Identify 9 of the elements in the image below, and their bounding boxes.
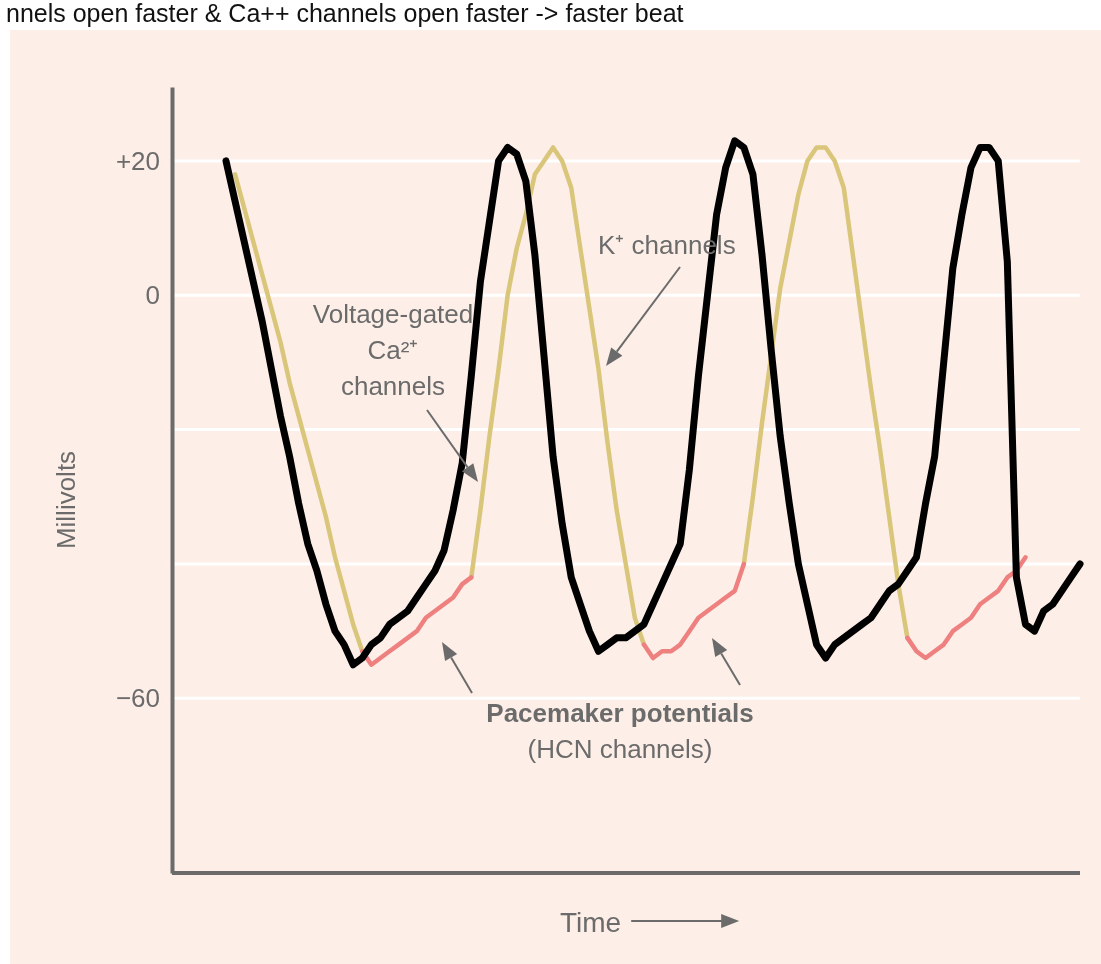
x-axis-title: Time <box>560 907 622 938</box>
chart-title: nnels open faster & Ca++ channels open faster -> faster beat <box>6 0 684 27</box>
y-tick-label: +20 <box>115 145 160 176</box>
y-axis-title: Millivolts <box>51 450 81 550</box>
annotation: Voltage-gated Ca²⁺ channels <box>312 299 474 401</box>
y-tick-label: −60 <box>115 683 160 714</box>
annotation: Pacemaker potentials <box>486 698 754 728</box>
annotation: (HCN channels) <box>527 734 713 764</box>
y-tick-label: 0 <box>145 280 160 311</box>
